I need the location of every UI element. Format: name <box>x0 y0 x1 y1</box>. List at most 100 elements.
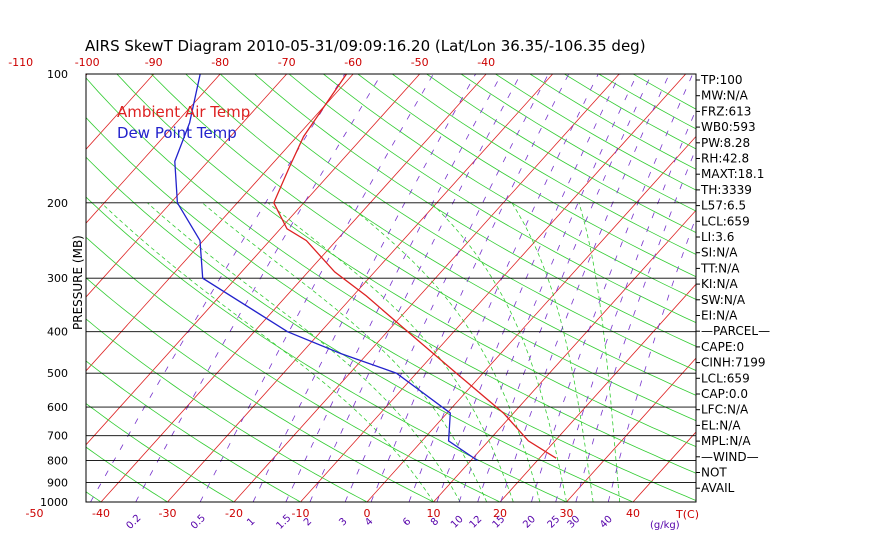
index-label: SW:N/A <box>701 293 746 307</box>
mixing-ratio-label: 20 <box>521 514 538 531</box>
pressure-tick-label: 900 <box>47 476 68 489</box>
mixing-ratio-line <box>458 74 638 502</box>
bottom-tick-label: 30 <box>560 507 574 520</box>
bottom-tick-label: 40 <box>626 507 640 520</box>
index-label: FRZ:613 <box>701 104 751 118</box>
dry-adiabat-line <box>185 74 696 396</box>
pressure-tick-label: 100 <box>47 68 68 81</box>
legend-ambient: Ambient Air Temp <box>117 103 250 121</box>
isotherm-line <box>499 283 696 502</box>
mixing-ratio-label: 10 <box>449 514 466 531</box>
mixing-ratio-line <box>575 147 696 502</box>
dry-adiabat-line <box>86 403 235 502</box>
mixing-ratio-line <box>309 74 522 502</box>
pressure-tick-label: 500 <box>47 367 68 380</box>
index-label: TT:N/A <box>700 261 740 275</box>
dry-adiabat-line <box>86 446 169 502</box>
mixing-ratio-line <box>408 74 599 502</box>
isotherm-line <box>632 431 696 502</box>
index-label: RH:42.8 <box>701 152 749 166</box>
index-label: MW:N/A <box>701 89 749 103</box>
index-label: —PARCEL— <box>701 324 770 338</box>
dry-adiabat-line <box>460 74 696 212</box>
mixing-ratio-line <box>252 74 476 502</box>
isotherm-line <box>86 74 221 224</box>
top-tick-label: -110 <box>8 56 33 69</box>
index-label: LCL:659 <box>701 214 750 228</box>
mixing-ratio-line <box>370 74 570 502</box>
isotherm-line <box>233 74 620 502</box>
bottom-tick-label: -40 <box>92 507 110 520</box>
x-axis-label: T(C) <box>675 508 699 521</box>
dry-adiabat-line <box>86 360 302 502</box>
isotherm-line <box>86 74 420 446</box>
legend-dewpoint: Dew Point Temp <box>117 124 237 142</box>
mixing-ratio-label: 3 <box>337 516 349 528</box>
isotherm-line <box>300 74 686 502</box>
isotherm-line <box>86 74 287 298</box>
moist-adiabat-line <box>345 202 541 502</box>
grid-layer <box>86 74 870 502</box>
index-label: CAP:0.0 <box>701 387 748 401</box>
bottom-tick-label: -10 <box>292 507 310 520</box>
mixing-ratio-line <box>285 74 502 502</box>
top-tick-label: -40 <box>477 56 495 69</box>
y-axis-label: PRESSURE (MB) <box>71 235 85 330</box>
dry-adiabat-line <box>116 74 696 448</box>
dry-adiabat-line <box>86 196 568 502</box>
dry-adiabat-line <box>86 156 635 502</box>
isotherm-line <box>766 74 870 502</box>
index-label: LFC:N/A <box>701 403 749 417</box>
top-tick-label: -50 <box>411 56 429 69</box>
mixing-ratio-label: 6 <box>401 516 413 528</box>
index-label: LCL:659 <box>701 371 750 385</box>
mixing-ratio-line <box>555 108 696 502</box>
pressure-tick-label: 700 <box>47 430 68 443</box>
dry-adiabat-line <box>288 74 696 324</box>
top-tick-labels: -120-110-100-90-80-70-60-50-40 <box>8 56 495 69</box>
moist-adiabat-line <box>202 202 488 502</box>
dry-adiabat-line <box>357 74 696 278</box>
dry-adiabat-line <box>219 74 696 372</box>
moist-adiabat-line <box>267 202 514 502</box>
mixing-ratio-label: 0.5 <box>189 513 208 532</box>
profile-layer <box>174 74 557 462</box>
bottom-tick-label: -50 <box>26 507 44 520</box>
isotherm-line <box>86 74 354 372</box>
mixing-ratio-label: 0.2 <box>124 513 143 532</box>
bottom-tick-labels: -50 -40 -30 -20 -10 0 10 20 30 40 <box>26 507 640 520</box>
dry-adiabat-line <box>392 74 696 255</box>
index-label: SI:N/A <box>701 246 738 260</box>
pressure-tick-label: 400 <box>47 326 68 339</box>
pressure-tick-labels: 100 200 300 400 500 600 700 800 900 1000 <box>40 68 68 509</box>
mixing-ratio-line <box>344 74 549 502</box>
index-label: NOT <box>701 466 727 480</box>
chart-title: AIRS SkewT Diagram 2010-05-31/09:09:16.2… <box>85 37 646 55</box>
dry-adiabat-line <box>86 236 501 502</box>
pressure-tick-label: 1000 <box>40 496 68 509</box>
index-label: KI:N/A <box>701 277 738 291</box>
mixing-ratio-line <box>607 216 696 502</box>
pressure-tick-label: 300 <box>47 272 68 285</box>
top-tick-label: -80 <box>211 56 229 69</box>
plot-frame <box>85 73 697 503</box>
index-label: MPL:N/A <box>701 434 751 448</box>
bottom-tick-label: -30 <box>159 507 177 520</box>
pressure-tick-label: 800 <box>47 455 68 468</box>
top-tick-label: -60 <box>344 56 362 69</box>
mixing-ratio-line <box>436 74 621 502</box>
isotherm-line <box>86 74 154 150</box>
mixing-ratio-label: 4 <box>363 516 375 528</box>
mixing-ratio-line <box>135 74 382 502</box>
dry-adiabat-line <box>86 77 696 474</box>
dry-adiabat-line <box>254 74 696 347</box>
dry-adiabat-line <box>529 74 696 170</box>
bottom-tick-label: 10 <box>427 507 441 520</box>
index-label: EL:N/A <box>701 418 741 432</box>
index-label: AVAIL <box>701 481 735 495</box>
index-label: L57:6.5 <box>701 199 746 213</box>
pressure-tick-label: 200 <box>47 197 68 210</box>
top-tick-label: -90 <box>145 56 163 69</box>
